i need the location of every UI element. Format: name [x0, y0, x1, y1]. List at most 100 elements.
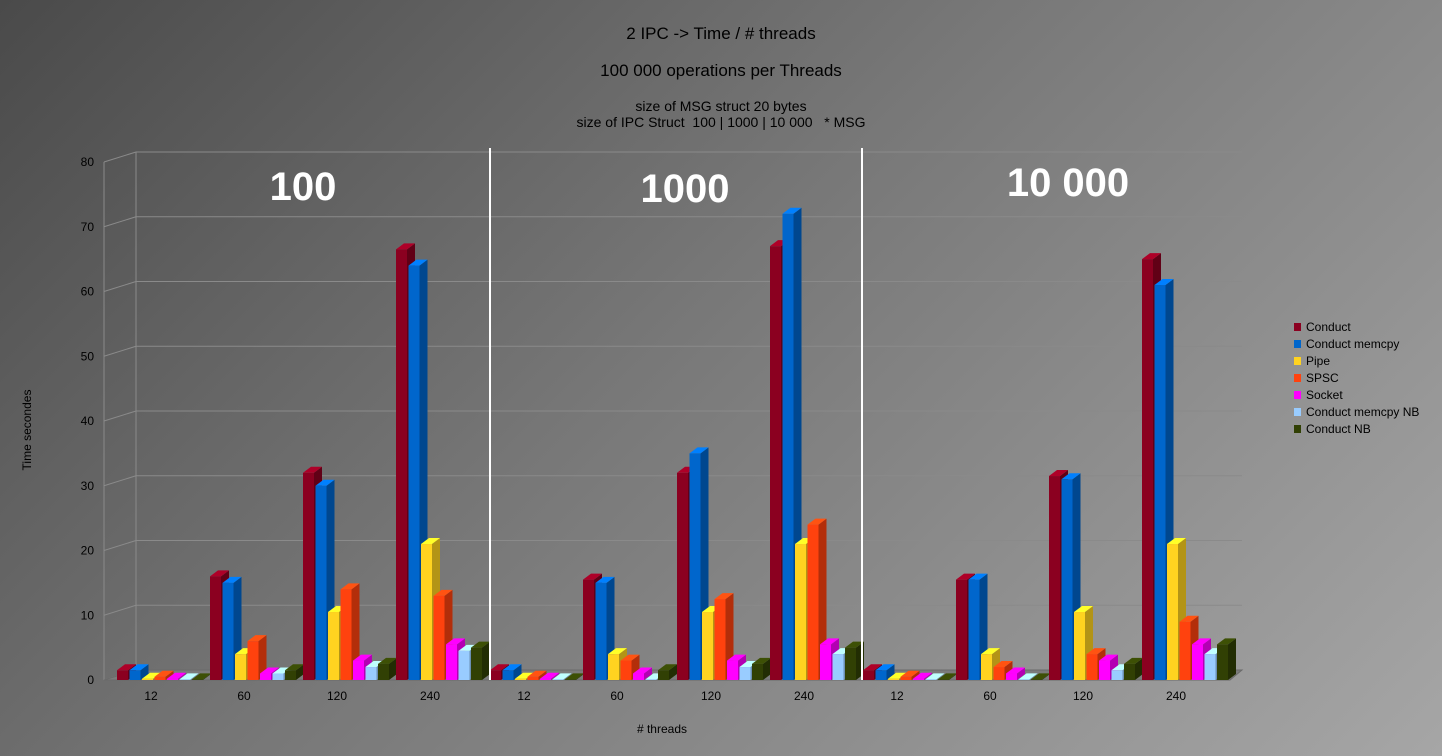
bar	[446, 644, 457, 680]
bar-top	[222, 576, 242, 583]
bar	[993, 667, 1005, 680]
legend-label: Conduct memcpy NB	[1306, 404, 1420, 419]
bar-top	[179, 673, 199, 680]
legend-item: Conduct memcpy	[1294, 335, 1419, 352]
bar	[583, 579, 594, 680]
y-tick-label: 50	[81, 349, 95, 363]
bar-side	[1228, 638, 1236, 680]
group-label: 1000	[641, 167, 730, 211]
bar-top	[315, 479, 335, 486]
bar	[702, 612, 713, 680]
bar-top	[502, 664, 522, 671]
bar-top	[1074, 606, 1093, 613]
bar-side	[1042, 673, 1050, 680]
bar	[620, 660, 632, 680]
chart-subtitle: 100 000 operations per Threads	[600, 61, 842, 80]
bar-top	[565, 673, 584, 680]
bar	[421, 544, 432, 680]
bar	[633, 673, 644, 680]
bar-side	[190, 673, 199, 680]
bar-top	[303, 466, 322, 473]
bar-top	[782, 207, 802, 214]
x-tick-label: 12	[517, 689, 531, 703]
y-tick-label: 80	[81, 155, 95, 169]
bar	[552, 679, 564, 680]
bar	[1167, 544, 1178, 680]
y-tick-label: 40	[81, 414, 95, 428]
bar-top	[633, 667, 652, 674]
bar	[913, 678, 924, 680]
bar	[142, 678, 153, 680]
bar	[527, 676, 539, 680]
bar-side	[576, 673, 584, 680]
bar-side	[258, 635, 267, 680]
bar-side	[886, 664, 895, 680]
chart-title: 2 IPC -> Time / # threads	[626, 24, 816, 43]
bar	[770, 246, 781, 681]
bar-top	[515, 672, 534, 679]
bar-top	[142, 672, 161, 679]
group-label: 100	[270, 165, 337, 209]
legend-label: Socket	[1306, 387, 1343, 402]
bar-top	[807, 518, 827, 525]
legend-swatch	[1294, 390, 1301, 399]
legend-swatch	[1294, 424, 1301, 433]
y-tick-label: 10	[81, 608, 95, 622]
bar-top	[552, 673, 572, 680]
bar-top	[981, 648, 1000, 655]
bar	[1074, 612, 1085, 680]
x-tick-label: 120	[1073, 689, 1093, 703]
bar	[1061, 479, 1073, 680]
bar-top	[875, 664, 895, 671]
bar	[235, 654, 246, 680]
x-tick-label: 60	[237, 689, 251, 703]
bar	[1099, 660, 1110, 680]
legend-item: Conduct memcpy NB	[1294, 403, 1419, 420]
bar-side	[538, 670, 547, 680]
bar	[714, 599, 726, 680]
bar-top	[620, 654, 640, 661]
legend-swatch	[1294, 373, 1301, 382]
x-tick-label: 12	[144, 689, 158, 703]
bar	[595, 582, 607, 680]
bar	[378, 663, 389, 680]
bar-side	[551, 672, 559, 680]
legend-label: Conduct memcpy	[1306, 336, 1400, 351]
bar	[968, 579, 980, 680]
chart-note-1: size of MSG struct 20 bytes	[635, 98, 807, 114]
bar-top	[1142, 253, 1161, 260]
chart-notes: size of MSG struct 20 bytes size of IPC …	[0, 98, 1442, 130]
bar-top	[938, 673, 957, 680]
bar-top	[1031, 673, 1050, 680]
bar-side	[296, 664, 304, 680]
y-axis-title: Time secondes	[20, 390, 34, 471]
bar-top	[752, 657, 771, 664]
gridline-side	[103, 410, 137, 422]
bar-top	[1124, 657, 1143, 664]
bar	[925, 679, 937, 680]
bar-side	[644, 667, 652, 680]
bar-top	[210, 570, 229, 577]
bar-top	[421, 538, 440, 545]
bar-top	[1099, 654, 1118, 661]
gridline-side	[103, 216, 137, 228]
bar-top	[1018, 673, 1038, 680]
bar-top	[154, 670, 174, 677]
bar-side	[165, 670, 174, 680]
bar	[408, 265, 420, 680]
bar-top	[1192, 638, 1211, 645]
bar	[900, 676, 912, 680]
bar-top	[968, 573, 988, 580]
bar	[1179, 621, 1191, 680]
chart-legend: Conduct Conduct memcpy Pipe SPSC Socket Condu…	[1294, 318, 1419, 437]
bar-side	[949, 673, 957, 680]
bar-top	[1006, 667, 1025, 674]
bar	[1086, 654, 1098, 680]
bar	[845, 647, 856, 680]
bar	[179, 679, 191, 680]
bar	[1049, 476, 1060, 680]
y-tick-label: 30	[81, 479, 95, 493]
bar	[272, 673, 284, 680]
